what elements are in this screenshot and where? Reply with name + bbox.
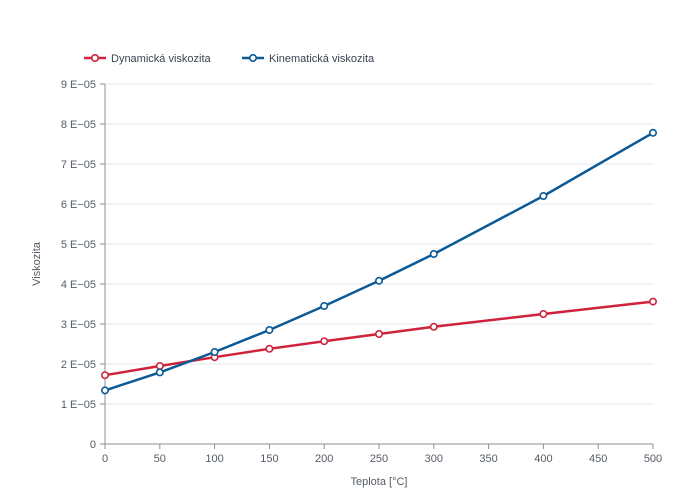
x-tick-label: 300: [425, 453, 443, 465]
y-tick-label: 6 E−05: [61, 199, 96, 211]
y-tick-label: 3 E−05: [61, 319, 96, 331]
y-tick-label: 4 E−05: [61, 279, 96, 291]
x-tick-label: 150: [260, 453, 278, 465]
data-point[interactable]: [429, 322, 438, 331]
data-point[interactable]: [320, 301, 329, 310]
data-point[interactable]: [155, 361, 164, 370]
x-tick-label: 100: [205, 453, 223, 465]
x-tick-label: 450: [589, 453, 607, 465]
x-tick-label: 200: [315, 453, 333, 465]
data-point[interactable]: [101, 386, 110, 395]
data-point[interactable]: [648, 128, 657, 137]
y-tick-label: 5 E−05: [61, 239, 96, 251]
legend-entry-label[interactable]: Dynamická viskozita: [111, 53, 212, 65]
y-tick-label: 2 E−05: [61, 359, 96, 371]
data-point[interactable]: [155, 368, 164, 377]
series-layer: [101, 128, 657, 395]
legend-entry-label[interactable]: Kinematická viskozita: [269, 53, 375, 65]
data-point[interactable]: [648, 297, 657, 306]
x-tick-label: 400: [534, 453, 552, 465]
series-line-1: [104, 131, 654, 392]
y-tick-label: 7 E−05: [61, 159, 96, 171]
x-axis-title: Teplota [°C]: [351, 476, 408, 488]
data-point[interactable]: [374, 276, 383, 285]
y-axis-title: Viskozita: [31, 241, 43, 286]
data-point[interactable]: [539, 192, 548, 201]
x-tick-label: 350: [479, 453, 497, 465]
data-point[interactable]: [265, 344, 274, 353]
data-point[interactable]: [374, 329, 383, 338]
legend: Dynamická viskozita Kinematická viskozita: [84, 53, 375, 65]
x-tick-label: 250: [370, 453, 388, 465]
data-point[interactable]: [429, 250, 438, 259]
data-point[interactable]: [265, 325, 274, 334]
y-tick-label: 9 E−05: [61, 79, 96, 91]
x-tick-label: 500: [644, 453, 662, 465]
x-tick-label: 50: [154, 453, 166, 465]
y-tick-label: 0: [90, 439, 96, 451]
data-point[interactable]: [210, 347, 219, 356]
data-point[interactable]: [539, 309, 548, 318]
y-tick-label: 8 E−05: [61, 119, 96, 131]
legend-swatch-marker: [249, 53, 258, 62]
y-tick-label: 1 E−05: [61, 399, 96, 411]
data-point[interactable]: [320, 337, 329, 346]
grid-layer: [105, 83, 653, 405]
legend-swatch-marker: [91, 53, 100, 62]
axis-layer: 0 1 E−05 2 E−05 3 E−05 4 E−05 5 E−05 6 E−05 7 E…: [61, 79, 662, 465]
data-point[interactable]: [101, 371, 110, 380]
x-tick-label: 0: [102, 453, 108, 465]
